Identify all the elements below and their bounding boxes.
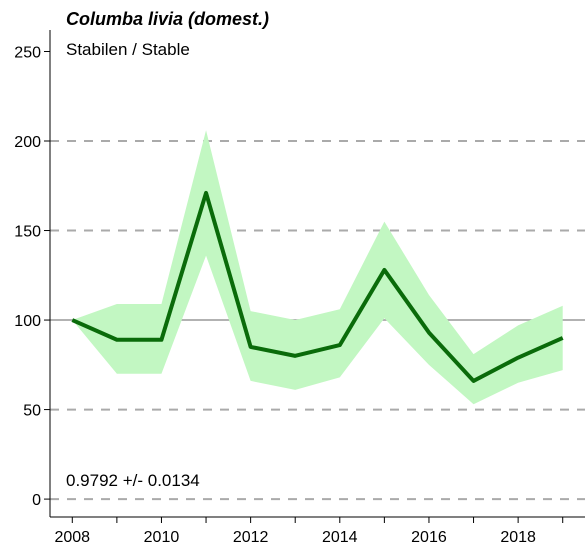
trend-line-layer — [71, 190, 564, 383]
x-tick-label-2014: 2014 — [322, 529, 358, 546]
axis-layer: 0 50 100 150 200 250 2008 2010 2012 2014 2016 2018 — [14, 30, 585, 546]
trend-line — [71, 190, 564, 383]
plot-background — [50, 30, 585, 517]
chart-subtitle: Stabilen / Stable — [66, 40, 190, 59]
y-tick-label-0: 0 — [32, 492, 41, 509]
y-tick-label-200: 200 — [14, 134, 41, 151]
x-tick-label-2016: 2016 — [411, 529, 447, 546]
chart-title: Columba livia (domest.) — [66, 9, 269, 29]
y-tick-label-50: 50 — [23, 403, 41, 420]
x-tick-label-2010: 2010 — [144, 529, 180, 546]
trend-annotation: 0.9792 +/- 0.0134 — [66, 471, 200, 490]
confidence-band — [72, 130, 563, 405]
x-tick-label-2018: 2018 — [500, 529, 536, 546]
y-tick-label-150: 150 — [14, 224, 41, 241]
x-tick-label-2008: 2008 — [54, 529, 90, 546]
y-tick-label-100: 100 — [14, 313, 41, 330]
y-tick-label-250: 250 — [14, 44, 41, 61]
confidence-band-layer — [72, 130, 563, 405]
x-tick-label-2012: 2012 — [233, 529, 269, 546]
